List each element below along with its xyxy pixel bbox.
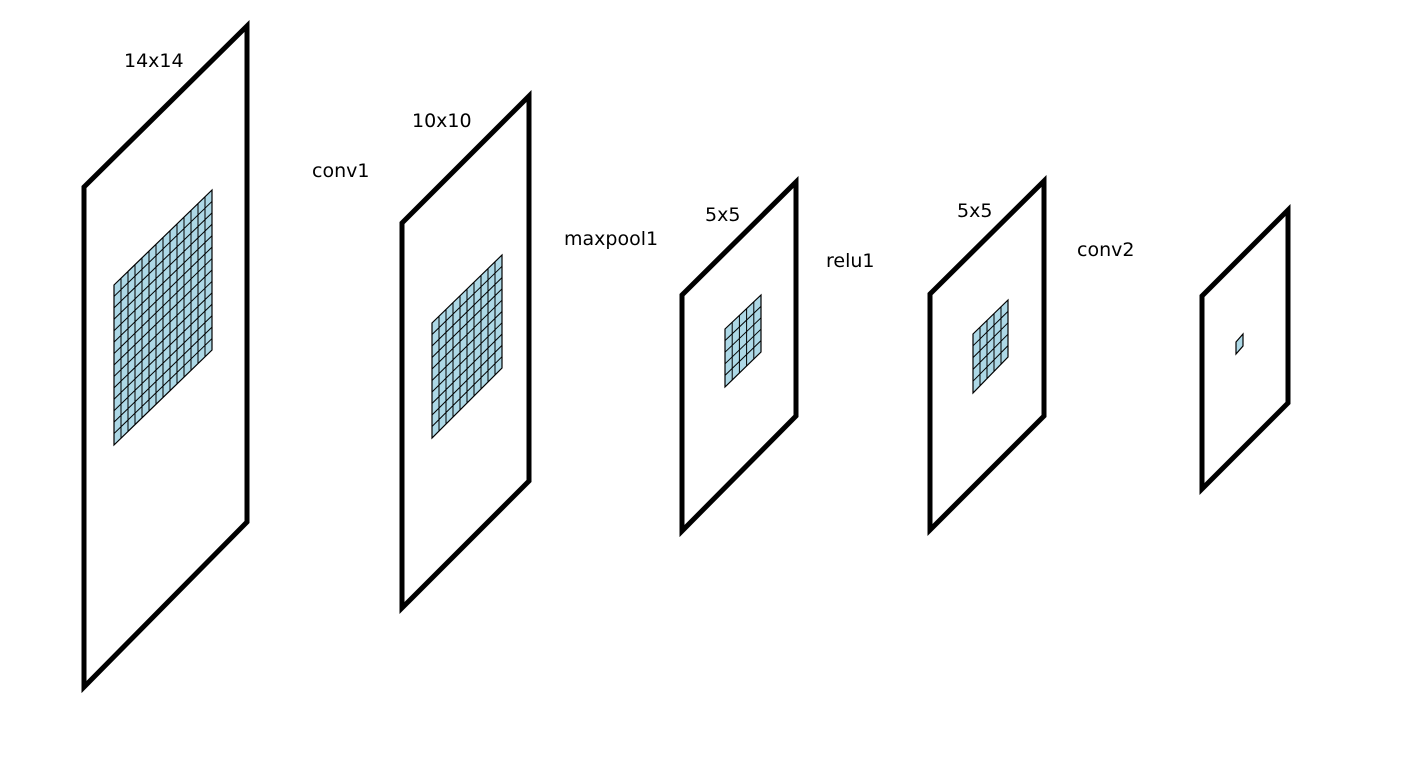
feature-grid-fill [725, 295, 761, 387]
grid-row-line [431, 345, 503, 416]
grid-row-line [724, 340, 762, 376]
feature-grid-border [1235, 332, 1244, 356]
grid-row-line [724, 306, 762, 341]
grid-row-line [431, 311, 503, 381]
layer-3-size-label: 5x5 [705, 204, 740, 226]
feature-grid-border [113, 188, 213, 447]
layer-4: 5x5 [927, 175, 1047, 537]
feature-grid-fill [973, 300, 1008, 393]
layer-5-feature-grid [1235, 332, 1244, 356]
grid-row-line [113, 269, 213, 366]
layer-4-size-label: 5x5 [957, 200, 992, 222]
grid-row-line [113, 326, 213, 423]
grid-row-line [972, 333, 1009, 370]
grid-row-line [113, 281, 213, 377]
layer-2-feature-grid [431, 253, 503, 440]
layer-1: 14x14 [81, 20, 250, 694]
layer-3: 5x5 [679, 176, 799, 538]
operation-label-conv1: conv1 [312, 160, 369, 182]
grid-row-line [431, 322, 503, 393]
layer-5 [1199, 203, 1291, 496]
grid-row-line [113, 338, 213, 434]
feature-grid-border [724, 293, 762, 389]
layer-1-feature-grid [113, 188, 213, 447]
operation-label-maxpool1: maxpool1 [564, 228, 658, 250]
grid-row-line [431, 356, 503, 427]
grid-row-line [431, 333, 503, 404]
grid-row-line [724, 317, 762, 353]
grid-row-line [972, 345, 1009, 382]
operation-label-relu1: relu1 [826, 250, 875, 272]
grid-row-line [113, 292, 213, 389]
layer-3-feature-grid [724, 293, 762, 389]
feature-grid-border [972, 298, 1009, 395]
layer-1-size-label: 14x14 [124, 50, 184, 72]
feature-grid-border [431, 253, 503, 440]
layer-2: 10x10 [399, 89, 532, 615]
grid-row-line [972, 311, 1009, 347]
layer-2-size-label: 10x10 [412, 110, 472, 132]
layer-4-feature-grid [972, 298, 1009, 395]
operation-label-conv2: conv2 [1077, 239, 1134, 261]
grid-row-line [113, 303, 213, 400]
layer-5-frame [1199, 203, 1291, 496]
grid-row-line [972, 322, 1009, 358]
feature-grid-fill [1236, 334, 1243, 354]
grid-row-line [113, 315, 213, 412]
grid-row-line [724, 328, 762, 365]
